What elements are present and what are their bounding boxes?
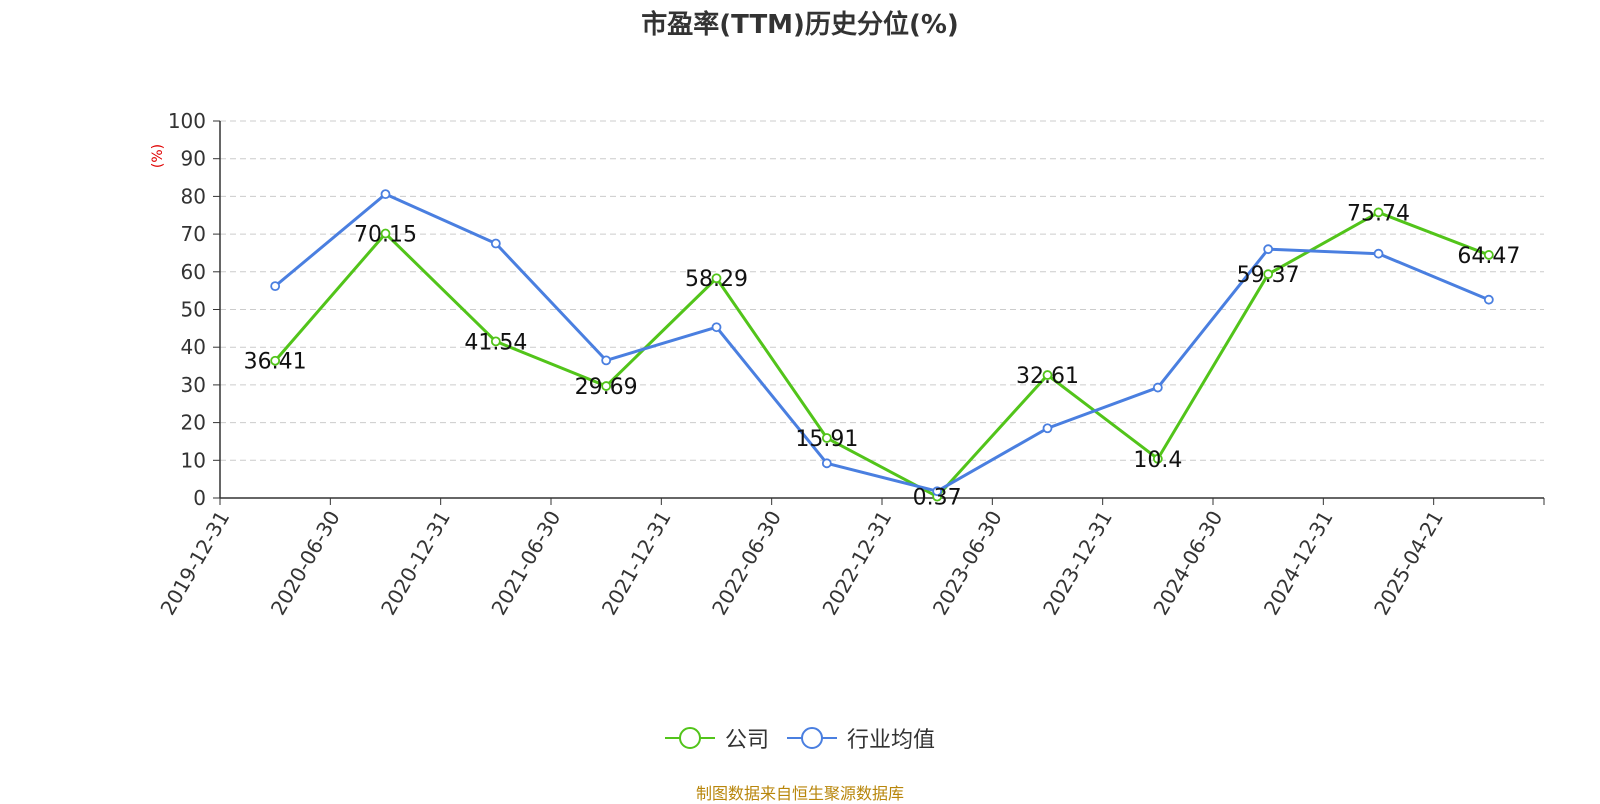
x-tick-label: 2024-12-31 <box>1259 507 1338 620</box>
data-point-industry <box>932 486 943 497</box>
x-tick-label: 2023-12-31 <box>1038 507 1117 620</box>
data-point-company <box>380 228 391 239</box>
data-point-company <box>821 433 832 443</box>
x-tick-label: 2021-06-30 <box>486 507 565 620</box>
data-point-industry <box>1152 382 1163 393</box>
data-label: 0.37 <box>913 486 962 511</box>
series-line-company <box>274 210 1490 499</box>
line-chart: 0 10 20 30 40 50 60 70 80 90 100(%) 2019-12-31 2020-… <box>150 109 1545 620</box>
x-tick-label: 2025-04-21 <box>1369 507 1448 620</box>
y-tick-label: 80 <box>181 184 206 208</box>
data-point-company <box>270 355 281 366</box>
data-label: 58.29 <box>685 267 748 292</box>
y-tick-label: 20 <box>181 411 206 435</box>
y-tick-label: 0 <box>193 486 206 510</box>
data-point-industry <box>711 322 722 333</box>
data-point-industry <box>601 355 612 366</box>
y-tick-label: 100 <box>168 109 206 133</box>
data-point-company <box>601 381 612 391</box>
data-point-company <box>1042 370 1053 380</box>
series-line-industry <box>274 192 1490 493</box>
y-tick-label: 30 <box>181 373 206 397</box>
data-point-industry <box>270 281 281 292</box>
data-point-industry <box>380 189 391 200</box>
data-label: 32.61 <box>1016 364 1079 389</box>
x-tick-label: 2020-12-31 <box>376 507 455 620</box>
y-tick-label: 40 <box>181 335 206 359</box>
data-label: 59.37 <box>1237 263 1300 288</box>
data-label: 36.41 <box>244 350 307 375</box>
chart-title: 市盈率(TTM)历史分位(%) <box>641 10 959 40</box>
data-point-company <box>711 273 722 284</box>
y-tick-label: 60 <box>181 260 206 284</box>
legend-swatch-industry-icon <box>787 727 837 749</box>
data-point-company <box>490 336 501 347</box>
data-point-industry <box>1483 294 1494 305</box>
data-point-company <box>1373 207 1384 218</box>
y-tick-label: 10 <box>181 448 206 472</box>
data-label: 10.4 <box>1133 448 1182 473</box>
data-point-industry <box>1263 244 1274 255</box>
legend: 公司 行业均值 <box>0 722 1600 754</box>
legend-item-industry[interactable]: 行业均值 <box>787 722 935 754</box>
data-label: 64.47 <box>1457 244 1520 269</box>
data-point-industry <box>490 238 501 249</box>
y-axis-label: (%) <box>150 144 166 168</box>
data-point-company <box>1152 453 1163 464</box>
source-note: 制图数据来自恒生聚源数据库 <box>695 784 904 803</box>
data-point-industry <box>821 458 832 469</box>
y-tick-label: 90 <box>181 147 206 171</box>
data-point-industry <box>1042 423 1053 434</box>
data-point-company <box>1263 269 1274 280</box>
x-tick-label: 2023-06-30 <box>928 507 1007 620</box>
legend-label-industry: 行业均值 <box>847 728 936 753</box>
x-tick-label: 2021-12-31 <box>597 507 676 620</box>
data-label: 41.54 <box>464 330 527 355</box>
legend-item-company[interactable]: 公司 <box>664 722 769 754</box>
data-label: 15.91 <box>795 427 858 452</box>
x-tick-label: 2019-12-31 <box>155 507 234 620</box>
x-tick-label: 2022-06-30 <box>707 507 786 620</box>
data-label: 70.15 <box>354 223 417 248</box>
x-tick-label: 2020-06-30 <box>266 507 345 620</box>
data-point-industry <box>1373 248 1384 259</box>
x-tick-label: 2022-12-31 <box>817 507 896 620</box>
x-tick-label: 2024-06-30 <box>1148 507 1227 620</box>
y-tick-label: 70 <box>181 222 206 246</box>
data-label: 29.69 <box>575 375 638 400</box>
legend-swatch-company-icon <box>664 727 715 749</box>
y-tick-label: 50 <box>181 298 206 322</box>
legend-label-company: 公司 <box>724 728 769 753</box>
data-point-company <box>1483 250 1494 260</box>
data-label: 75.74 <box>1347 201 1410 226</box>
